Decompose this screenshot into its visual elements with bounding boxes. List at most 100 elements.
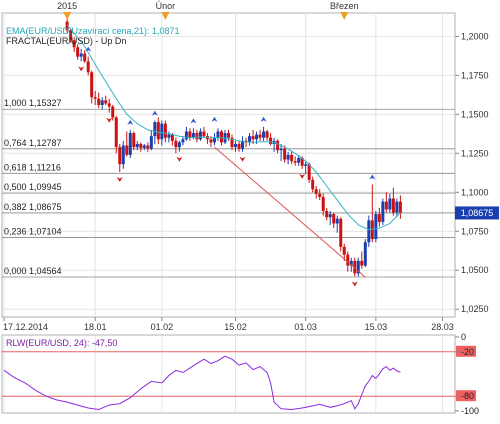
candle-bear <box>269 137 273 144</box>
fractal-down-icon <box>239 156 246 162</box>
fractal-down-icon <box>106 117 113 123</box>
candle-bull <box>153 122 157 137</box>
candle-bear <box>125 145 129 155</box>
candle-bear <box>360 260 364 266</box>
fractal-down-icon <box>176 156 183 162</box>
event-marker-icon <box>63 12 72 20</box>
candle-bear <box>111 106 115 118</box>
candle-bull <box>374 214 378 240</box>
x-tick-label: 15.03 <box>365 322 388 332</box>
fib-level-label: 0,382 1,08675 <box>4 202 62 212</box>
candle-bull <box>297 157 301 163</box>
x-tick-label: 28.03 <box>431 322 454 332</box>
candle-bull <box>328 214 332 218</box>
candle-bear <box>332 214 336 224</box>
rlw-legend: RLW(EUR/USD, 24): -47,50 <box>6 338 117 348</box>
fractal-up-icon <box>369 174 376 180</box>
candle-bear <box>188 131 192 138</box>
candle-bull <box>262 131 266 138</box>
x-tick-label: 15.02 <box>224 322 247 332</box>
fib-level-label: 0,618 1,11216 <box>4 162 61 172</box>
x-tick-label: 01.03 <box>294 322 317 332</box>
candle-bull <box>216 131 220 138</box>
fractal-up-icon <box>260 116 267 122</box>
candle-bear <box>391 198 395 213</box>
candle-bear <box>311 179 315 190</box>
candle-bear <box>86 61 90 73</box>
candle-bull <box>279 148 283 151</box>
fib-level-label: 0,500 1,09945 <box>4 182 62 192</box>
candle-bull <box>79 53 83 57</box>
candle-bull <box>381 201 385 222</box>
candle-bear <box>290 154 294 162</box>
last-price-label: 1,08675 <box>461 208 494 218</box>
candle-bull <box>356 260 360 274</box>
ema-layer <box>66 24 401 278</box>
fractal-up-icon <box>190 118 197 124</box>
candle-bear <box>293 161 297 163</box>
rlw-band-tag <box>456 345 476 357</box>
ema-legend: EMA(EUR/USD,Uzavírací cena,21): 1,0871 <box>6 26 180 36</box>
event-marker-icon <box>161 12 170 20</box>
candle-bull <box>286 154 290 160</box>
fractal-up-icon <box>85 46 92 52</box>
candle-bear <box>83 53 87 62</box>
fib-level-label: 0,000 1,04564 <box>4 266 62 276</box>
candle-bull <box>363 242 367 266</box>
y-tick-label: 1,1000 <box>461 187 489 197</box>
candle-bear <box>163 123 167 138</box>
candle-bear <box>258 134 262 138</box>
candle-bull <box>167 134 171 138</box>
candle-bear <box>398 201 402 214</box>
candle-bear <box>174 140 178 148</box>
rlw-indicator: 0 -20 -80 -100 <box>2 332 479 416</box>
candle-bear <box>114 117 118 148</box>
candle-bull <box>160 123 164 140</box>
candle-bear <box>384 201 388 210</box>
candle-bear <box>237 143 241 149</box>
fractal-markers <box>78 46 376 287</box>
y-tick-label: 1,1250 <box>461 148 489 158</box>
candle-bull <box>304 164 308 166</box>
x-tick-label: 17.12.2014 <box>3 322 48 332</box>
candle-bear <box>342 246 346 255</box>
candle-bull <box>234 143 238 148</box>
fibonacci-levels: 1,000 1,15327 0,764 1,12787 0,618 1,11216 0… <box>2 98 455 278</box>
event-marker-icon <box>340 12 349 20</box>
candle-bull <box>335 218 339 224</box>
fib-level-label: 0,764 1,12787 <box>4 138 62 148</box>
candle-bull <box>212 137 216 143</box>
rlw-y-tick-label: 0 <box>461 332 466 342</box>
y-tick-label: 1,0750 <box>461 226 489 236</box>
y-tick-label: 1,0250 <box>461 304 489 314</box>
candle-bear <box>65 21 69 31</box>
rlw-line <box>3 355 401 411</box>
candle-bear <box>321 196 325 211</box>
y-tick-label: 1,2000 <box>461 31 489 41</box>
fib-level-label: 1,000 1,15327 <box>4 98 62 108</box>
candle-bear <box>219 131 223 143</box>
candle-bear <box>265 131 269 138</box>
rlw-y-tick-label: -80 <box>461 391 474 401</box>
candle-bear <box>118 147 122 165</box>
fractal-up-icon <box>211 116 218 122</box>
candle-bear <box>283 148 287 160</box>
candle-bear <box>276 140 280 151</box>
y-tick-label: 1,1500 <box>461 109 489 119</box>
candle-bear <box>156 122 160 140</box>
candle-bear <box>307 164 311 180</box>
fractal-legend: FRACTAL(EUR/USD) - Up Dn <box>6 36 126 46</box>
candle-bear <box>93 97 97 99</box>
candle-bull <box>388 198 392 210</box>
candle-bull <box>181 139 185 143</box>
y-tick-label: 1,1750 <box>461 70 489 80</box>
candle-bear <box>170 134 174 141</box>
fractal-down-icon <box>299 173 306 179</box>
fractal-up-icon <box>151 110 158 116</box>
candle-bull <box>184 131 188 140</box>
last-price-marker: 1,08675 <box>455 206 499 220</box>
candle-bear <box>104 100 108 104</box>
candle-bear <box>90 72 94 98</box>
